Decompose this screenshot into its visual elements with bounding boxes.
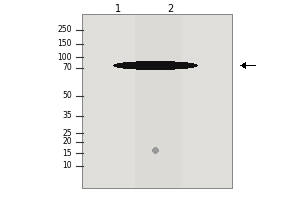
Text: 15: 15	[62, 148, 72, 158]
Text: 10: 10	[62, 162, 72, 170]
Text: 150: 150	[58, 40, 72, 48]
Text: 70: 70	[62, 64, 72, 72]
Text: 35: 35	[62, 112, 72, 120]
Text: 1: 1	[115, 4, 121, 14]
Text: 20: 20	[62, 138, 72, 146]
Text: 25: 25	[62, 129, 72, 138]
Text: 2: 2	[167, 4, 173, 14]
Text: 250: 250	[58, 25, 72, 34]
Text: 50: 50	[62, 92, 72, 100]
Text: 100: 100	[58, 52, 72, 62]
